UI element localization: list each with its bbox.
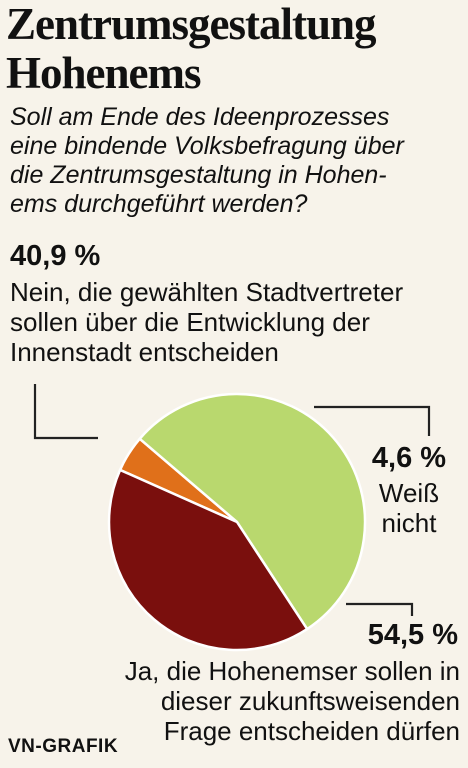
leader-line-weiss [314,405,431,436]
label-ja: 54,5 % Ja, die Hohenemser sollen in dies… [80,620,460,746]
title-line-1: Zentrumsgestaltung [6,0,377,49]
question-line-4: ems durchgeführt werden? [10,190,308,218]
value-label-weiss: 4,6 % [371,442,447,474]
question-line-2: eine bindende Volksbefragung über [10,132,404,160]
answer-ja-line-1: Ja, die Hohenemser sollen in [124,656,460,686]
leader-lines [33,384,431,616]
label-nein: 40,9 % Nein, die gewählten Stadtvertrete… [10,241,462,367]
question-line-1: Soll am Ende des Ideenprozesses [10,103,390,131]
answer-nein-line-3: Innenstadt entscheiden [10,337,279,367]
answer-text-weiss: Weiß nicht [358,478,460,538]
answer-text-nein: Nein, die gewählten Stadtvertreter solle… [10,277,462,367]
chart-title: Zentrumsgestaltung Hohenems [6,0,466,98]
survey-question: Soll am Ende des Ideenprozesses eine bin… [10,103,462,219]
pie-slice-nein [107,468,309,652]
answer-weiss-line-1: Weiß [378,478,440,508]
leader-line-nein [33,384,98,440]
answer-nein-line-2: sollen über die Entwicklung der [10,307,370,337]
answer-nein-line-1: Nein, die gewählten Stadtvertreter [10,277,404,307]
value-label-ja: 54,5 % [367,619,458,651]
title-line-2: Hohenems [6,48,202,98]
pie-slice-ja [138,392,367,631]
answer-text-ja: Ja, die Hohenemser sollen in dieser zuku… [80,656,460,746]
label-weiss-nicht: 4,6 % Weiß nicht [358,443,460,538]
answer-weiss-line-2: nicht [381,508,437,538]
value-label-nein: 40,9 % [10,240,101,272]
leader-line-ja [346,602,414,616]
credit: VN-GRAFIK [8,736,119,757]
answer-ja-line-3: Frage entscheiden dürfen [163,716,460,746]
answer-ja-line-2: dieser zukunftsweisenden [160,686,460,716]
pie-slices [107,392,367,652]
question-line-3: die Zentrumsgestaltung in Hohen- [10,161,387,189]
